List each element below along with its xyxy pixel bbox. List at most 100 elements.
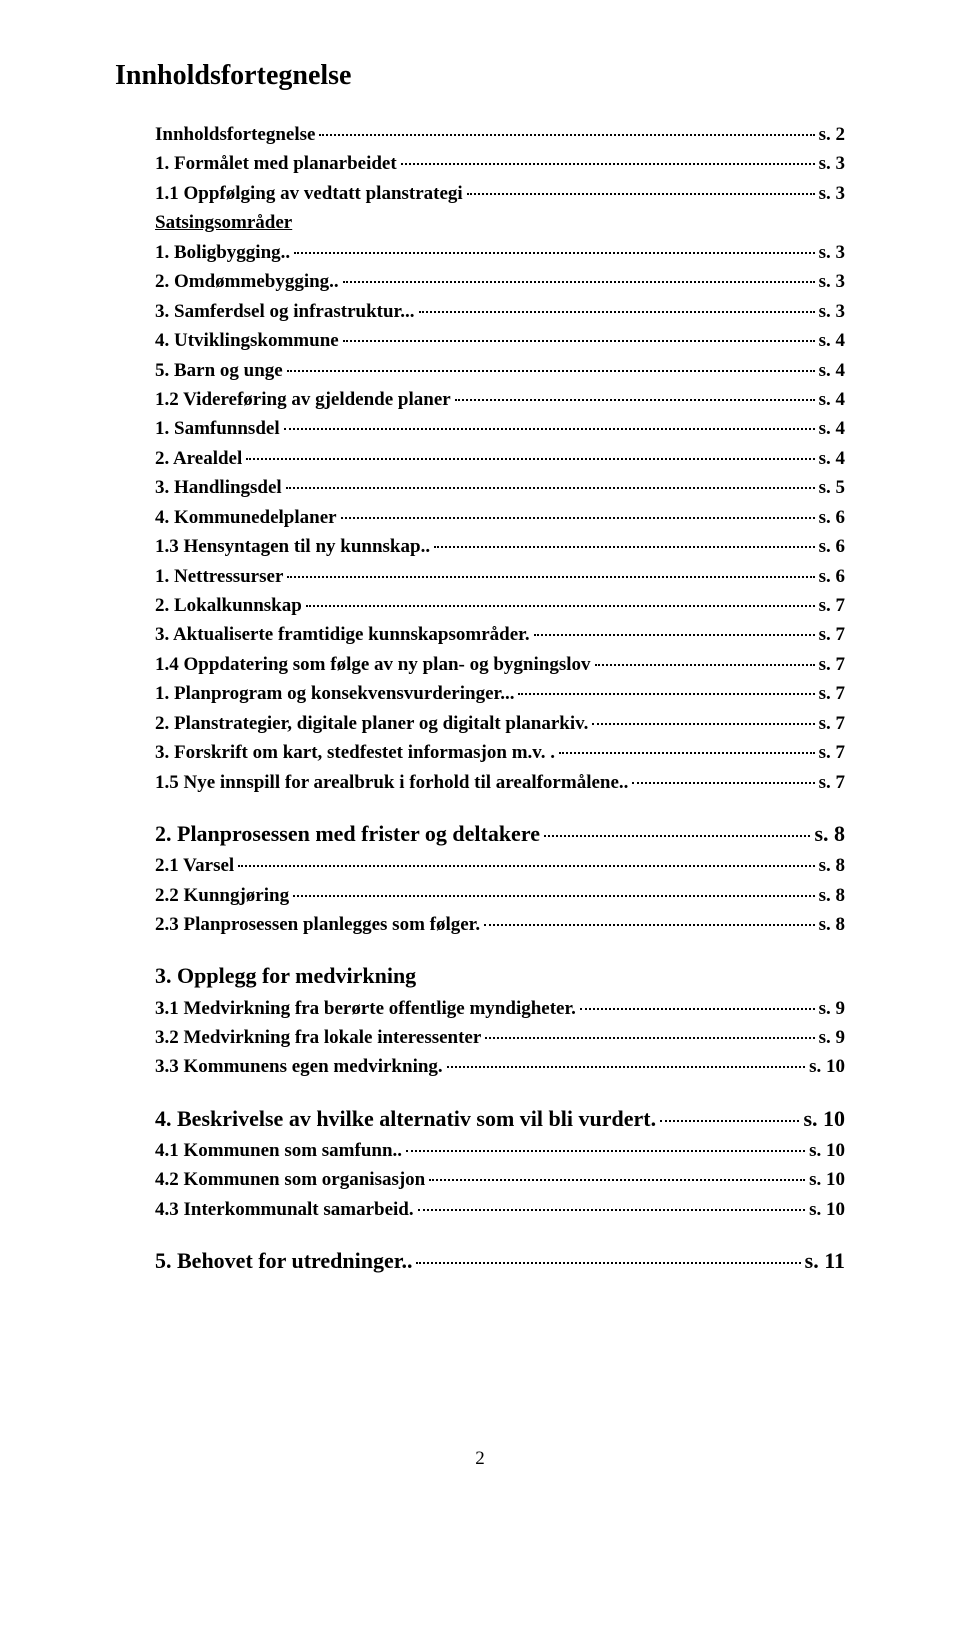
leader-dots bbox=[418, 1209, 805, 1211]
leader-dots bbox=[293, 895, 815, 897]
toc-label: 4.2 Kommunen som organisasjon bbox=[155, 1165, 425, 1194]
toc-label: 2. Planstrategier, digitale planer og di… bbox=[155, 709, 588, 738]
section-gap bbox=[115, 1082, 845, 1102]
toc-label: 1. Formålet med planarbeidet bbox=[155, 149, 397, 178]
toc-row: 3. Forskrift om kart, stedfestet informa… bbox=[115, 738, 845, 767]
toc-row: 2. Arealdels. 4 bbox=[115, 444, 845, 473]
toc-row: 2.2 Kunngjørings. 8 bbox=[115, 881, 845, 910]
leader-dots bbox=[286, 487, 815, 489]
toc-row: 1.1 Oppfølging av vedtatt planstrategi s.… bbox=[115, 179, 845, 208]
toc-page: s. 3 bbox=[819, 179, 845, 208]
leader-dots bbox=[559, 752, 815, 754]
leader-dots bbox=[341, 517, 815, 519]
toc-label: 3. Handlingsdel bbox=[155, 473, 282, 502]
toc-label: 2. Omdømmebygging.. bbox=[155, 267, 339, 296]
toc-row: 4.3 Interkommunalt samarbeid.s. 10 bbox=[115, 1195, 845, 1224]
toc-label: 1.3 Hensyntagen til ny kunnskap.. bbox=[155, 532, 430, 561]
leader-dots bbox=[485, 1037, 814, 1039]
toc-label: 4. Beskrivelse av hvilke alternativ som … bbox=[155, 1102, 656, 1136]
toc-row: 4. Kommunedelplaners. 6 bbox=[115, 503, 845, 532]
toc-row: 3. Handlingsdels. 5 bbox=[115, 473, 845, 502]
toc-page: s. 3 bbox=[819, 267, 845, 296]
toc-page: s. 4 bbox=[819, 356, 845, 385]
toc-label: 5. Behovet for utredninger.. bbox=[155, 1244, 412, 1278]
leader-dots bbox=[447, 1066, 805, 1068]
leader-dots bbox=[518, 693, 814, 695]
toc-page: s. 6 bbox=[819, 532, 845, 561]
toc-row: 2.3 Planprosessen planlegges som følger.… bbox=[115, 910, 845, 939]
toc-row: 2. Lokalkunnskaps. 7 bbox=[115, 591, 845, 620]
toc-page: s. 7 bbox=[819, 679, 845, 708]
leader-dots bbox=[467, 193, 815, 195]
toc-label: 2.2 Kunngjøring bbox=[155, 881, 289, 910]
toc-row: 1.5 Nye innspill for arealbruk i forhold… bbox=[115, 768, 845, 797]
toc-row: 1. Formålet med planarbeidet s. 3 bbox=[115, 149, 845, 178]
toc-label: 4. Kommunedelplaner bbox=[155, 503, 337, 532]
toc-row: 2. Planprosessen med frister og deltaker… bbox=[115, 817, 845, 851]
toc-page: s. 8 bbox=[819, 851, 845, 880]
leader-dots bbox=[534, 634, 815, 636]
toc-label: 2.3 Planprosessen planlegges som følger. bbox=[155, 910, 480, 939]
leader-dots bbox=[592, 723, 814, 725]
toc-page: s. 10 bbox=[809, 1052, 845, 1081]
toc-label: 3.2 Medvirkning fra lokale interessenter bbox=[155, 1023, 481, 1052]
toc-row: Innholdsfortegnelse s. 2 bbox=[115, 120, 845, 149]
toc-label: 5. Barn og unge bbox=[155, 356, 283, 385]
toc-row: 3. Aktualiserte framtidige kunnskapsområ… bbox=[115, 620, 845, 649]
toc-page: s. 2 bbox=[819, 120, 845, 149]
leader-dots bbox=[484, 924, 814, 926]
toc-label: 1. Nettressurser bbox=[155, 562, 283, 591]
toc-row: 5. Behovet for utredninger..s. 11 bbox=[115, 1244, 845, 1278]
leader-dots bbox=[319, 134, 814, 136]
toc-label: 3. Opplegg for medvirkning bbox=[155, 959, 416, 993]
leader-dots bbox=[306, 605, 815, 607]
toc-row: 3. Samferdsel og infrastruktur...s. 3 bbox=[115, 297, 845, 326]
toc-row: 3.1 Medvirkning fra berørte offentlige m… bbox=[115, 994, 845, 1023]
toc-page: s. 10 bbox=[809, 1195, 845, 1224]
toc-row: 1. Samfunnsdel s. 4 bbox=[115, 414, 845, 443]
toc-row: 1. Planprogram og konsekvensvurderinger.… bbox=[115, 679, 845, 708]
toc-label: 3. Forskrift om kart, stedfestet informa… bbox=[155, 738, 555, 767]
toc-label: 3. Aktualiserte framtidige kunnskapsområ… bbox=[155, 620, 530, 649]
toc-label: Satsingsområder bbox=[155, 208, 292, 237]
leader-dots bbox=[238, 865, 814, 867]
leader-dots bbox=[429, 1179, 805, 1181]
toc-label: 1. Samfunnsdel bbox=[155, 414, 280, 443]
toc-label: 1. Planprogram og konsekvensvurderinger.… bbox=[155, 679, 514, 708]
leader-dots bbox=[580, 1008, 815, 1010]
section-gap bbox=[115, 797, 845, 817]
toc-label: 2. Lokalkunnskap bbox=[155, 591, 302, 620]
toc-row: 3.3 Kommunens egen medvirkning. s. 10 bbox=[115, 1052, 845, 1081]
toc-page: s. 4 bbox=[819, 444, 845, 473]
toc-label: 1.1 Oppfølging av vedtatt planstrategi bbox=[155, 179, 463, 208]
leader-dots bbox=[660, 1120, 799, 1122]
toc-label: 3.1 Medvirkning fra berørte offentlige m… bbox=[155, 994, 576, 1023]
leader-dots bbox=[294, 252, 814, 254]
toc-label: 1.4 Oppdatering som følge av ny plan- og… bbox=[155, 650, 591, 679]
leader-dots bbox=[401, 163, 815, 165]
page-number: 2 bbox=[115, 1448, 845, 1470]
toc-row: 4. Beskrivelse av hvilke alternativ som … bbox=[115, 1102, 845, 1136]
leader-dots bbox=[544, 835, 810, 837]
toc-row: 5. Barn og unge s. 4 bbox=[115, 356, 845, 385]
toc-row: 1. Nettressurser s. 6 bbox=[115, 562, 845, 591]
table-of-contents: Innholdsfortegnelses. 21. Formålet med p… bbox=[115, 120, 845, 1278]
toc-page: s. 3 bbox=[819, 238, 845, 267]
toc-label: 4. Utviklingskommune bbox=[155, 326, 339, 355]
toc-page: s. 3 bbox=[819, 149, 845, 178]
toc-row: 3.2 Medvirkning fra lokale interessenter… bbox=[115, 1023, 845, 1052]
leader-dots bbox=[419, 311, 815, 313]
toc-page: s. 7 bbox=[819, 650, 845, 679]
leader-dots bbox=[287, 370, 815, 372]
toc-row: 4.2 Kommunen som organisasjons. 10 bbox=[115, 1165, 845, 1194]
toc-page: s. 3 bbox=[819, 297, 845, 326]
toc-page: s. 10 bbox=[809, 1136, 845, 1165]
toc-page: s. 4 bbox=[819, 414, 845, 443]
toc-page: s. 7 bbox=[819, 709, 845, 738]
section-gap bbox=[115, 1224, 845, 1244]
toc-page: s. 6 bbox=[819, 562, 845, 591]
toc-label: 3.3 Kommunens egen medvirkning. bbox=[155, 1052, 443, 1081]
leader-dots bbox=[455, 399, 815, 401]
leader-dots bbox=[343, 340, 815, 342]
toc-label: Innholdsfortegnelse bbox=[155, 120, 315, 149]
